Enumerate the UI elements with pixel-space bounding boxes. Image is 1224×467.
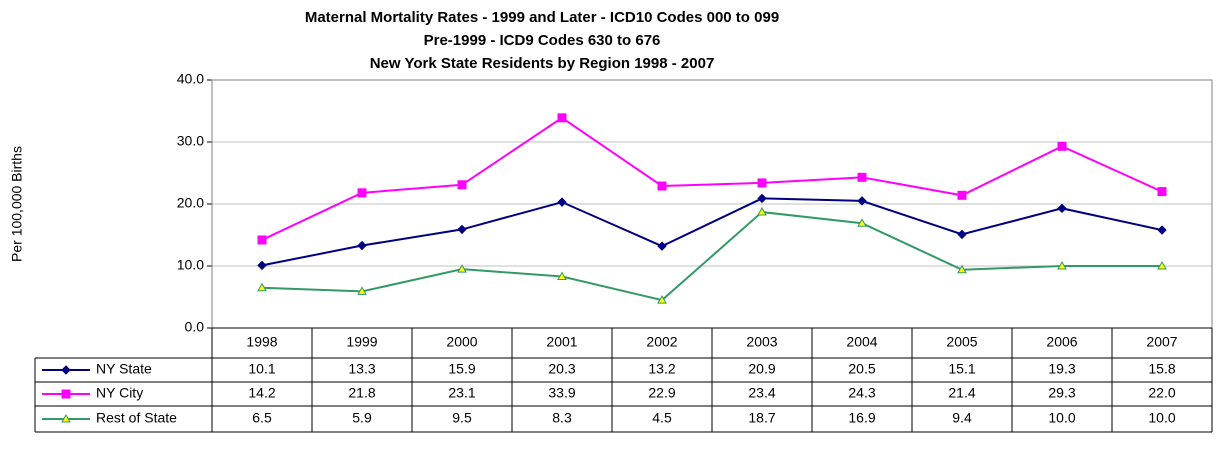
x-tick-label: 2003 bbox=[746, 334, 777, 350]
table-value: 8.3 bbox=[552, 410, 572, 426]
marker bbox=[857, 172, 867, 182]
legend-label: Rest of State bbox=[96, 410, 177, 426]
x-tick-label: 2005 bbox=[946, 334, 977, 350]
x-tick-label: 2004 bbox=[846, 334, 877, 350]
table-value: 18.7 bbox=[748, 410, 775, 426]
table-value: 16.9 bbox=[848, 410, 875, 426]
table-value: 15.9 bbox=[448, 361, 475, 377]
marker bbox=[557, 197, 567, 207]
chart-title: Maternal Mortality Rates - 1999 and Late… bbox=[305, 9, 779, 26]
table-value: 6.5 bbox=[252, 410, 272, 426]
marker bbox=[1057, 141, 1067, 151]
line bbox=[261, 211, 1162, 302]
y-axis-label: Per 100,000 Births bbox=[9, 146, 25, 262]
table-value: 29.3 bbox=[1048, 385, 1075, 401]
marker bbox=[257, 260, 267, 271]
marker bbox=[1157, 187, 1167, 197]
marker bbox=[957, 264, 967, 274]
line bbox=[261, 197, 1163, 267]
marker bbox=[1057, 260, 1067, 270]
y-tick-label: 30.0 bbox=[177, 133, 204, 149]
marker bbox=[857, 196, 867, 206]
table-value: 24.3 bbox=[848, 385, 875, 401]
table-value: 23.4 bbox=[748, 385, 775, 401]
marker bbox=[557, 113, 567, 123]
x-tick-label: 2001 bbox=[546, 334, 577, 350]
legend-marker bbox=[61, 365, 71, 375]
y-tick-label: 40.0 bbox=[177, 71, 204, 87]
table-value: 23.1 bbox=[448, 385, 475, 401]
table-value: 10.1 bbox=[248, 361, 275, 377]
table-value: 20.5 bbox=[848, 361, 875, 377]
marker bbox=[557, 271, 567, 281]
table-value: 21.4 bbox=[948, 385, 975, 401]
marker bbox=[1157, 260, 1167, 270]
marker bbox=[957, 229, 967, 240]
table-value: 9.5 bbox=[452, 410, 472, 426]
marker bbox=[657, 241, 667, 251]
marker bbox=[357, 286, 367, 295]
marker bbox=[657, 181, 667, 191]
table-value: 10.0 bbox=[1048, 410, 1075, 426]
marker bbox=[257, 235, 267, 245]
table-value: 20.3 bbox=[548, 361, 575, 377]
table-value: 22.0 bbox=[1148, 385, 1175, 401]
legend-marker bbox=[61, 389, 71, 399]
marker bbox=[957, 190, 967, 200]
legend-marker bbox=[61, 413, 71, 423]
table-value: 33.9 bbox=[548, 385, 575, 401]
x-tick-label: 2002 bbox=[646, 334, 677, 350]
table-value: 13.2 bbox=[648, 361, 675, 377]
marker bbox=[757, 193, 767, 204]
marker bbox=[357, 188, 367, 198]
table-value: 10.0 bbox=[1148, 410, 1175, 426]
table-value: 15.8 bbox=[1148, 361, 1175, 377]
table-value: 22.9 bbox=[648, 385, 675, 401]
table-value: 5.9 bbox=[352, 410, 372, 426]
table-value: 14.2 bbox=[248, 385, 275, 401]
marker bbox=[857, 218, 867, 227]
y-tick-label: 20.0 bbox=[177, 195, 204, 211]
marker bbox=[457, 264, 467, 273]
marker bbox=[757, 178, 767, 188]
marker bbox=[757, 207, 767, 216]
marker bbox=[1157, 225, 1167, 235]
table-value: 19.3 bbox=[1048, 361, 1075, 377]
x-tick-label: 1998 bbox=[246, 334, 277, 350]
table-value: 15.1 bbox=[948, 361, 975, 377]
marker bbox=[257, 282, 267, 292]
legend-label: NY State bbox=[96, 361, 152, 377]
table-value: 21.8 bbox=[348, 385, 375, 401]
x-tick-label: 1999 bbox=[346, 334, 377, 350]
marker bbox=[457, 180, 467, 190]
marker bbox=[1057, 203, 1067, 214]
x-tick-label: 2006 bbox=[1046, 334, 1077, 350]
chart-title: Pre-1999 - ICD9 Codes 630 to 676 bbox=[424, 32, 661, 49]
table-value: 20.9 bbox=[748, 361, 775, 377]
chart-title: New York State Residents by Region 1998 … bbox=[370, 55, 715, 72]
legend-label: NY City bbox=[96, 385, 143, 401]
y-tick-label: 10.0 bbox=[177, 257, 204, 273]
x-tick-label: 2007 bbox=[1146, 334, 1177, 350]
table-value: 13.3 bbox=[348, 361, 375, 377]
marker bbox=[457, 224, 467, 235]
y-tick-label: 0.0 bbox=[185, 319, 205, 335]
table-value: 9.4 bbox=[952, 410, 972, 426]
marker bbox=[657, 295, 667, 304]
table-value: 4.5 bbox=[652, 410, 672, 426]
x-tick-label: 2000 bbox=[446, 334, 477, 350]
line bbox=[261, 116, 1163, 241]
marker bbox=[357, 240, 367, 251]
